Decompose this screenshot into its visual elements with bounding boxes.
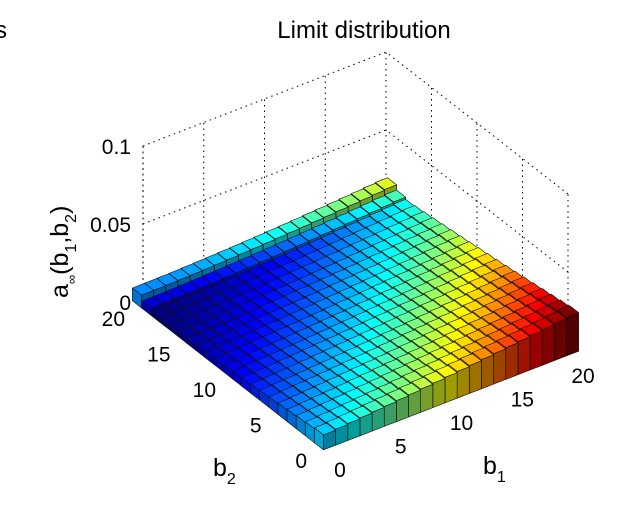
- y-tick-labels: 0 5 10 15 20: [102, 308, 307, 473]
- z-tick-label: 0.05: [90, 214, 131, 237]
- y-axis-label: b2: [213, 454, 236, 488]
- y-tick-label: 0: [295, 450, 307, 473]
- x-tick-label: 0: [334, 459, 346, 482]
- axes-grid: [142, 51, 569, 350]
- grid-line: [142, 51, 387, 147]
- clipped-neighbor-text: s: [0, 17, 7, 44]
- z-tick-label: 0.1: [102, 136, 131, 159]
- chart-title: Limit distribution: [277, 17, 450, 44]
- x-tick-label: 10: [450, 412, 473, 435]
- z-tick-labels: 0 0.05 0.1: [90, 136, 131, 315]
- y-tick-label: 15: [147, 344, 170, 367]
- z-tick-label: 0: [119, 292, 131, 315]
- grid-line: [385, 51, 569, 195]
- x-tick-label: 5: [395, 436, 407, 459]
- x-tick-label: 20: [571, 365, 594, 388]
- z-axis-label: a∞(b1,b2): [46, 206, 80, 298]
- y-tick-label: 20: [102, 308, 125, 331]
- bars-group: [132, 177, 579, 451]
- x-tick-labels: 0 5 10 15 20: [334, 365, 595, 482]
- y-tick-label: 5: [250, 415, 262, 438]
- x-axis-label: b1: [483, 452, 506, 486]
- bar: [314, 422, 336, 451]
- y-tick-label: 10: [193, 379, 216, 402]
- x-tick-label: 15: [511, 389, 534, 412]
